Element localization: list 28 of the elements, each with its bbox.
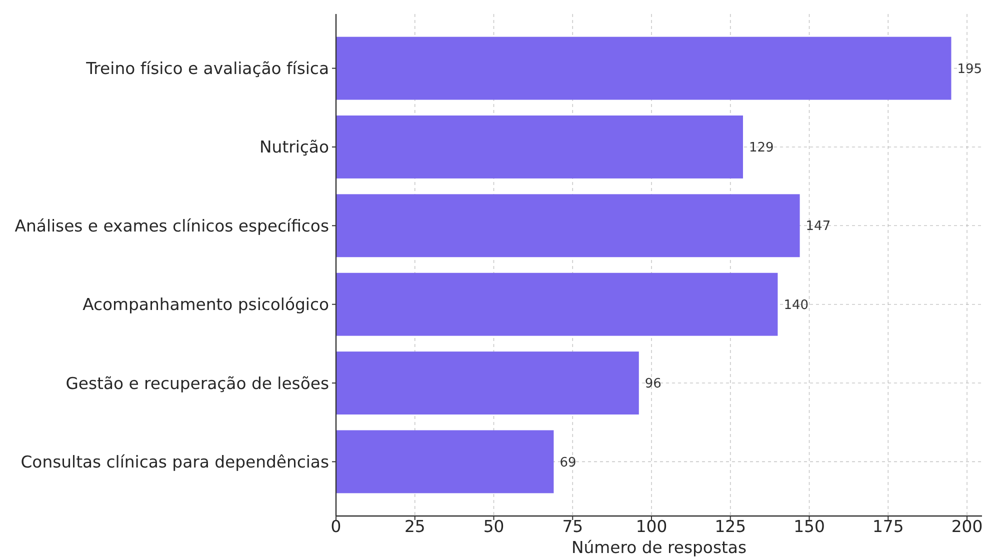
x-tick-label: 0: [330, 517, 342, 536]
bar: [336, 194, 800, 258]
y-tick-label: Análises e exames clínicos específicos: [14, 216, 329, 236]
y-tick-label: Consultas clínicas para dependências: [20, 452, 329, 472]
data-label: 69: [560, 455, 576, 470]
x-tick-label: 25: [404, 517, 426, 536]
data-label: 129: [749, 140, 774, 156]
data-label: 140: [784, 298, 809, 313]
y-tick-label: Nutrição: [260, 138, 329, 157]
x-tick-label: 50: [483, 517, 504, 536]
bar: [336, 352, 639, 414]
x-tick-label: 75: [562, 517, 584, 536]
y-tick-label: Acompanhamento psicológico: [82, 295, 329, 314]
y-tick-label: Treino físico e avaliação física: [85, 59, 329, 78]
x-tick-label: 125: [714, 517, 746, 536]
y-tick-label: Gestão e recuperação de lesões: [66, 374, 329, 393]
bar: [336, 116, 744, 178]
x-tick-label: 100: [636, 517, 668, 536]
x-tick-label: 150: [794, 517, 825, 536]
data-label: 96: [644, 376, 662, 392]
data-label: 195: [957, 62, 982, 77]
x-tick-label: 175: [872, 517, 904, 536]
bar: [336, 272, 778, 336]
x-tick-label: 200: [951, 517, 983, 536]
data-label: 147: [806, 219, 831, 234]
bar: [336, 36, 952, 100]
x-axis-title: Número de respostas: [572, 538, 746, 557]
bar: [336, 430, 554, 494]
